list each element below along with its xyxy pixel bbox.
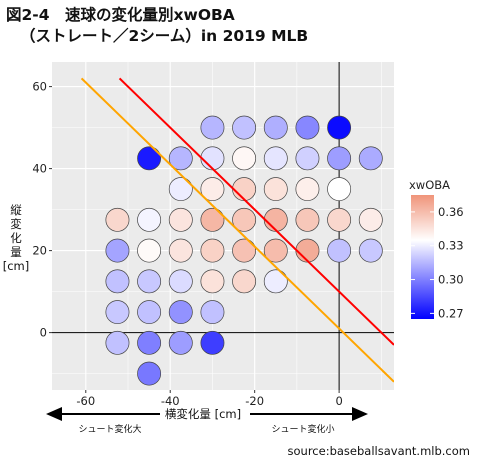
diagonal-lines xyxy=(80,77,394,383)
data-point xyxy=(263,146,288,171)
legend-tick-label: 0.33 xyxy=(438,239,464,253)
data-point xyxy=(105,207,130,232)
data-point xyxy=(200,177,225,202)
diagonal-line xyxy=(118,77,394,346)
data-point xyxy=(168,330,193,355)
data-point xyxy=(232,177,257,202)
points xyxy=(105,115,383,386)
y-axis-label-char: 変 xyxy=(10,217,22,231)
y-axis-label-char: 縦 xyxy=(10,203,22,217)
data-point xyxy=(295,207,320,232)
data-point xyxy=(263,115,288,140)
data-point xyxy=(232,146,257,171)
data-point xyxy=(168,207,193,232)
data-point xyxy=(327,115,352,140)
data-point xyxy=(327,238,352,263)
data-point xyxy=(200,146,225,171)
data-point xyxy=(232,207,257,232)
arrow-right-label: シュート変化小 xyxy=(271,423,334,435)
data-point xyxy=(137,330,162,355)
left-arrowhead xyxy=(46,407,62,421)
data-point xyxy=(295,146,320,171)
source-note: source:baseballsavant.mlb.com xyxy=(287,444,470,458)
diagonal-line xyxy=(80,77,394,383)
data-point xyxy=(295,115,320,140)
data-point xyxy=(327,177,352,202)
legend-tick-label: 0.30 xyxy=(438,273,464,287)
x-axis-label: 横変化量 [cm] xyxy=(165,407,241,421)
data-point xyxy=(200,300,225,325)
data-point xyxy=(232,269,257,294)
legend-colorbar xyxy=(411,195,434,319)
data-point xyxy=(168,300,193,325)
y-tick-label: 60 xyxy=(32,80,47,94)
data-point xyxy=(232,238,257,263)
chart-title-line2: （ストレート／2シーム）in 2019 MLB xyxy=(20,27,309,45)
data-point xyxy=(168,269,193,294)
data-point xyxy=(358,146,383,171)
data-point xyxy=(358,207,383,232)
legend-tick-label: 0.36 xyxy=(438,205,464,219)
y-axis-label-char: 量 xyxy=(10,245,22,259)
data-point xyxy=(137,361,162,386)
data-point xyxy=(200,269,225,294)
data-point xyxy=(232,115,257,140)
data-point xyxy=(295,177,320,202)
data-point xyxy=(263,238,288,263)
legend-title: xwOBA xyxy=(409,178,450,192)
data-point xyxy=(105,269,130,294)
x-ticks: -60 -40 -20 0 xyxy=(76,390,343,408)
legend: xwOBA 0.36 0.33 0.30 0.27 xyxy=(409,178,464,320)
y-tick-label: 20 xyxy=(32,244,47,258)
y-axis-label-char: [cm] xyxy=(3,259,30,273)
data-point xyxy=(200,115,225,140)
data-point xyxy=(105,300,130,325)
data-point xyxy=(137,238,162,263)
data-point xyxy=(168,146,193,171)
legend-tick-label: 0.27 xyxy=(438,306,464,320)
chart-title-line1: 図2-4 速球の変化量別xwOBA xyxy=(6,6,235,24)
data-point xyxy=(137,207,162,232)
x-tick-label: -40 xyxy=(161,394,180,408)
legend-ticks: 0.36 0.33 0.30 0.27 xyxy=(411,205,464,320)
y-tick-label: 40 xyxy=(32,162,47,176)
arrow-left-label: シュート変化大 xyxy=(78,423,141,435)
x-tick-label: -20 xyxy=(245,394,264,408)
data-point xyxy=(168,177,193,202)
data-point xyxy=(137,300,162,325)
y-ticks: 0 20 40 60 xyxy=(32,80,52,340)
data-point xyxy=(327,207,352,232)
data-point xyxy=(105,238,130,263)
data-point xyxy=(168,238,193,263)
data-point xyxy=(358,238,383,263)
data-point xyxy=(327,146,352,171)
left-arrow xyxy=(46,407,160,421)
data-point xyxy=(200,238,225,263)
right-arrow xyxy=(250,407,368,421)
y-axis-label-char: 化 xyxy=(10,231,22,245)
x-tick-label: -60 xyxy=(76,394,95,408)
data-point xyxy=(263,177,288,202)
data-point xyxy=(137,146,162,171)
data-point xyxy=(200,330,225,355)
data-point xyxy=(263,269,288,294)
data-point xyxy=(200,207,225,232)
y-tick-label: 0 xyxy=(40,326,47,340)
right-arrowhead xyxy=(352,407,368,421)
data-point xyxy=(295,238,320,263)
data-point xyxy=(263,207,288,232)
x-tick-label: 0 xyxy=(335,394,342,408)
data-point xyxy=(105,330,130,355)
data-point xyxy=(137,269,162,294)
